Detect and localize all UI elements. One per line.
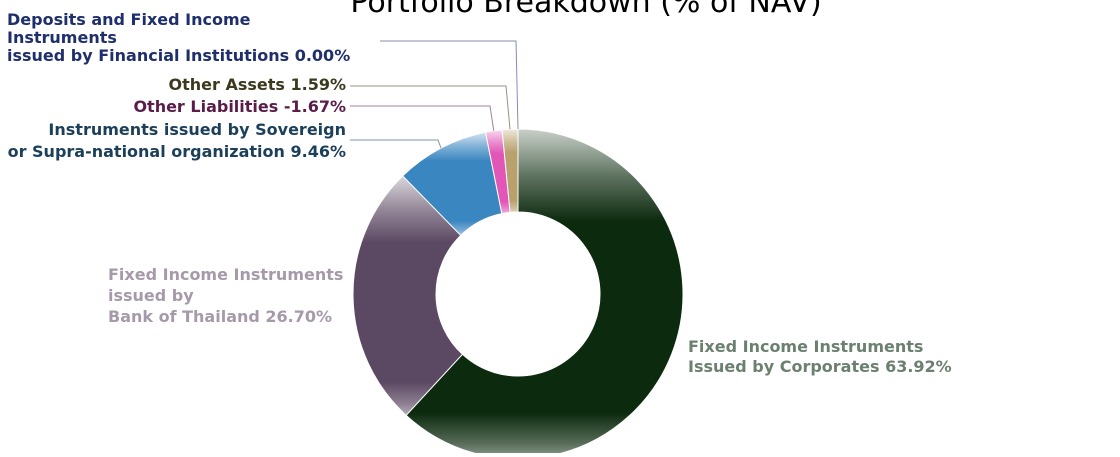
slice-label-line: Other Assets 1.59% [169,75,346,94]
leader-line [380,40,519,130]
slice-label: Other Assets 1.59% [169,75,346,94]
slice-label-line: Instruments issued by Sovereign [48,120,346,139]
slice-label-line: issued by [108,286,194,305]
slice-label: Instruments issued by Sovereign or Supra-… [8,120,346,161]
slice-label-line: issued by Financial Institutions 0.00% [7,46,350,65]
slice-highlight [485,129,511,214]
leader-line [350,105,495,131]
slice-label: Other Liabilities -1.67% [133,97,346,116]
slice-highlight [406,129,683,457]
slice-label-line: Deposits and Fixed Income [7,10,251,29]
slice-label: Fixed Income Instruments issued by Bank of… [108,265,343,326]
slice-label-line: Other Liabilities -1.67% [133,97,346,116]
slice-label-line: Issued by Corporates 63.92% [688,357,952,376]
donut-hole [436,212,600,376]
slice-label-line: or Supra-national organization 9.46% [8,142,346,161]
slice-highlight [402,132,502,236]
slice-label-line: Bank of Thailand 26.70% [108,307,332,326]
slice-highlight [502,129,518,213]
slice-label: Fixed Income Instruments Issued by Corpor… [688,337,952,376]
slice-label-line: Fixed Income Instruments [108,265,343,284]
leader-line [350,85,511,130]
leader-line [350,139,442,149]
slice-label-line: Instruments [7,28,117,47]
slice-label-line: Fixed Income Instruments [688,337,923,356]
slice-label: Deposits and Fixed Income Instruments issu… [7,10,350,65]
slice-highlight [353,175,463,416]
chart-title: Portfolio Breakdown (% of NAV) [350,0,821,20]
